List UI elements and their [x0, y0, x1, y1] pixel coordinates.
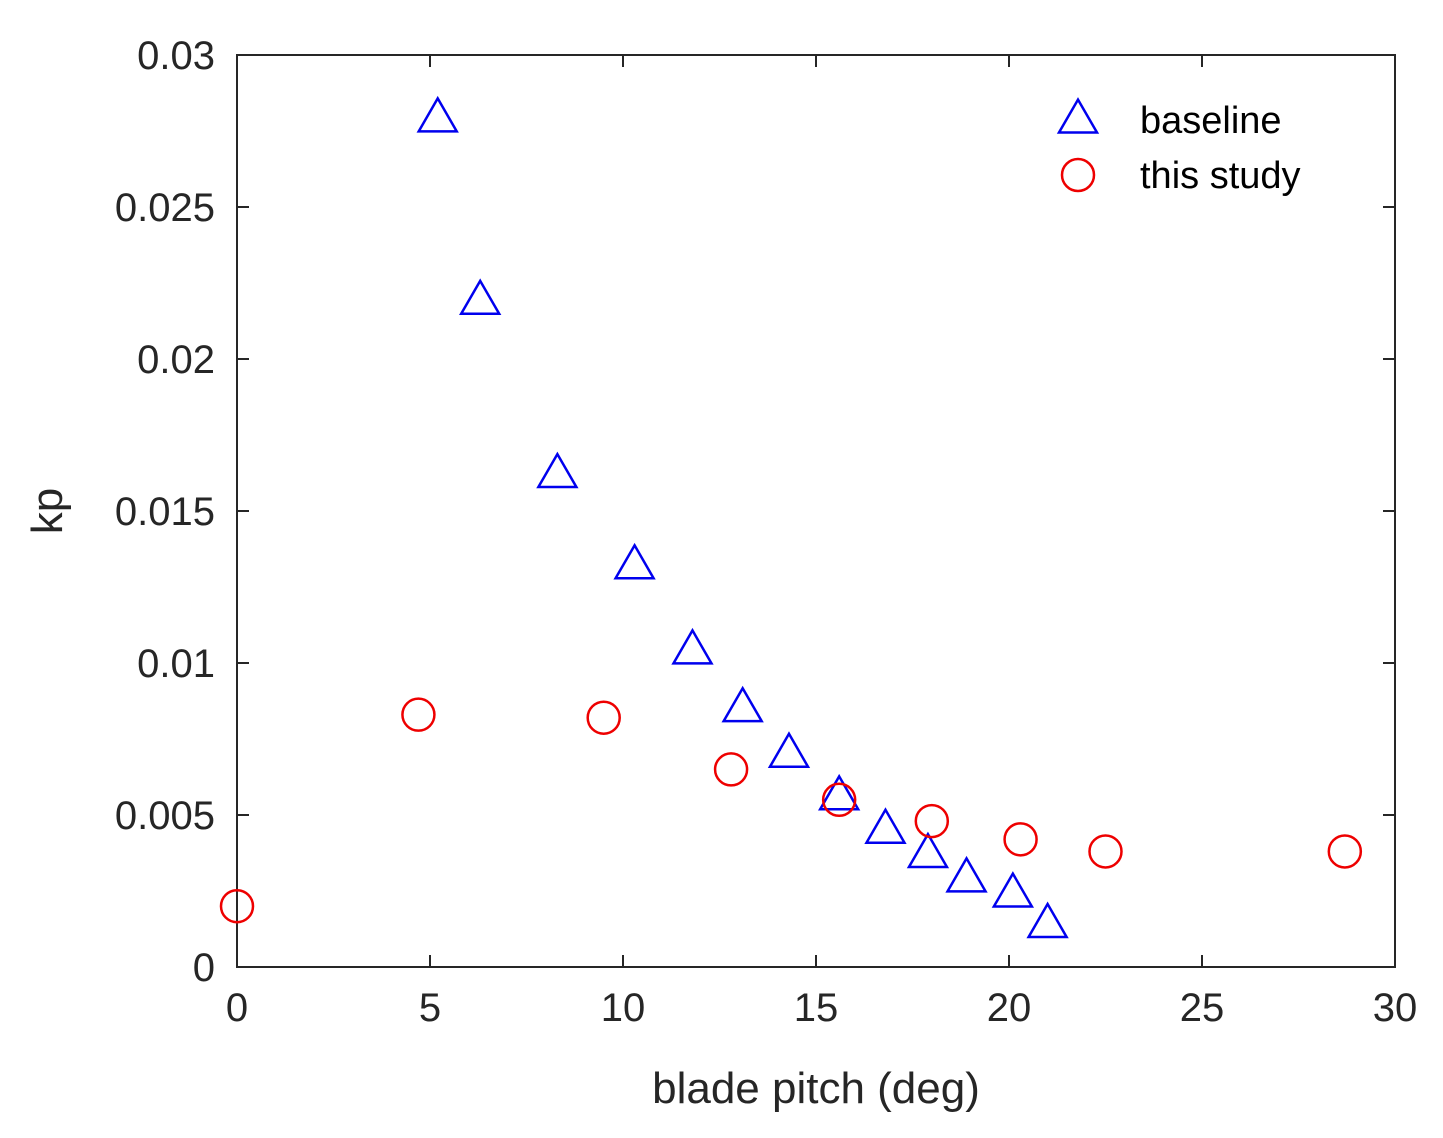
- legend-circle-marker: [1060, 157, 1096, 193]
- this-study-point: [401, 697, 436, 732]
- this-study-point: [914, 803, 950, 839]
- baseline-point: [945, 855, 988, 893]
- y-tick-label: 0.01: [137, 642, 215, 686]
- this-study-point: [1003, 822, 1038, 857]
- y-tick-labels: 0 0.005 0.01 0.015 0.02 0.025 0.03: [115, 34, 215, 990]
- baseline-point: [991, 871, 1035, 908]
- legend-entry-label: this study: [1140, 155, 1301, 197]
- this-study-point: [713, 752, 749, 787]
- legend-triangle-marker: [1056, 97, 1100, 134]
- this-study-point: [1088, 834, 1123, 869]
- legend: baseline this study: [1056, 97, 1301, 197]
- baseline-point: [906, 831, 950, 869]
- baseline-point: [613, 542, 656, 580]
- baseline-point: [459, 278, 502, 315]
- this-study-point: [821, 782, 857, 818]
- baseline-point: [864, 807, 907, 844]
- x-tick-label: 0: [226, 986, 248, 1030]
- this-study-point: [1327, 834, 1363, 869]
- x-tick-label: 5: [419, 986, 441, 1030]
- y-tick-label: 0.005: [115, 794, 215, 838]
- x-tick-label: 25: [1180, 986, 1225, 1030]
- x-tick-label: 20: [987, 986, 1032, 1030]
- baseline-point: [767, 731, 811, 768]
- baseline-point: [721, 685, 764, 723]
- x-tick-labels: 0 5 10 15 20 25 30: [226, 986, 1417, 1030]
- legend-entry-label: baseline: [1140, 100, 1282, 142]
- baseline-point: [1026, 901, 1069, 939]
- x-tick-label: 15: [794, 986, 839, 1030]
- plot-area: [236, 54, 1396, 968]
- y-tick-label: 0.03: [137, 34, 215, 78]
- y-axis-label: kp: [23, 488, 72, 534]
- x-tick-label: 10: [601, 986, 646, 1030]
- x-tick-label: 30: [1373, 986, 1418, 1030]
- y-tick-label: 0.025: [115, 186, 215, 230]
- this-study-point: [586, 700, 621, 735]
- x-axis-label: blade pitch (deg): [652, 1064, 980, 1113]
- axis-ticks: [236, 54, 1396, 968]
- data-points: [219, 95, 1363, 939]
- y-tick-label: 0: [193, 946, 215, 990]
- baseline-point: [671, 627, 714, 665]
- baseline-point: [536, 451, 579, 489]
- y-tick-label: 0.02: [137, 338, 215, 382]
- baseline-point: [817, 773, 861, 811]
- y-tick-label: 0.015: [115, 490, 215, 534]
- this-study-point: [219, 888, 255, 924]
- baseline-point: [416, 95, 459, 133]
